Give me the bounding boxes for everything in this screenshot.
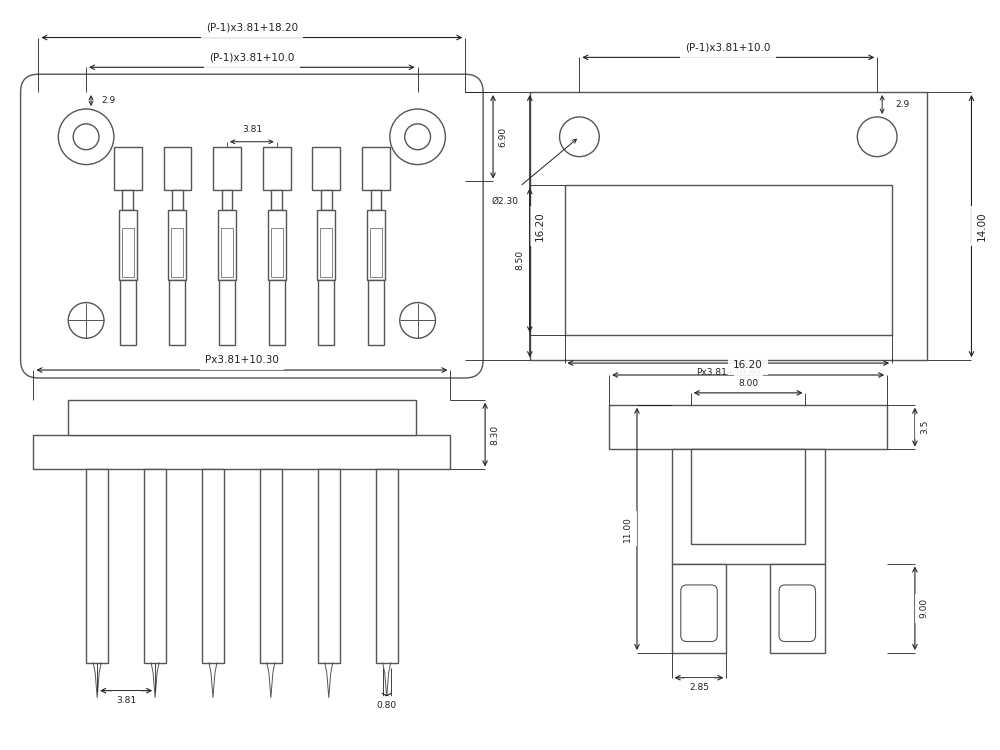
Bar <box>321 190 332 210</box>
Text: (P-1)x3.81+18.20: (P-1)x3.81+18.20 <box>206 22 298 32</box>
Text: Ø2.30: Ø2.30 <box>491 196 518 206</box>
Bar <box>672 449 825 563</box>
Text: 16.20: 16.20 <box>733 360 763 370</box>
Text: Px3.81+10.80: Px3.81+10.80 <box>696 368 760 377</box>
FancyBboxPatch shape <box>681 585 717 641</box>
Text: 8.00: 8.00 <box>738 379 758 388</box>
FancyBboxPatch shape <box>21 74 483 378</box>
Circle shape <box>405 124 431 150</box>
Bar <box>120 280 136 345</box>
Bar <box>33 434 450 470</box>
Text: 2.85: 2.85 <box>689 682 709 692</box>
Bar <box>119 210 137 280</box>
Circle shape <box>400 302 435 338</box>
Bar <box>171 228 183 277</box>
Bar <box>268 210 286 280</box>
Bar <box>609 405 887 449</box>
Text: 3.81: 3.81 <box>116 695 136 704</box>
Bar <box>221 228 233 277</box>
Bar <box>144 470 166 663</box>
Text: 11.00: 11.00 <box>623 516 632 542</box>
Bar <box>68 400 416 434</box>
Bar <box>164 147 191 190</box>
Bar <box>691 449 805 544</box>
Text: 2.9: 2.9 <box>101 96 115 105</box>
Text: 3.81: 3.81 <box>242 124 262 134</box>
Bar <box>86 470 108 663</box>
Bar <box>320 228 332 277</box>
Bar <box>318 280 334 345</box>
Bar <box>370 228 382 277</box>
Bar <box>530 92 927 360</box>
Text: 8.50: 8.50 <box>516 251 525 270</box>
Text: Px3.81+10.30: Px3.81+10.30 <box>205 355 279 365</box>
Text: 3.5: 3.5 <box>920 420 929 434</box>
Circle shape <box>73 124 99 150</box>
Bar <box>317 210 335 280</box>
Bar <box>169 280 185 345</box>
Bar <box>367 210 385 280</box>
Bar <box>260 470 282 663</box>
Bar <box>172 190 183 210</box>
Bar <box>672 563 726 653</box>
Bar <box>269 280 285 345</box>
Bar <box>219 280 235 345</box>
Text: 2.9: 2.9 <box>895 100 909 109</box>
Text: 9.00: 9.00 <box>920 598 929 618</box>
Bar <box>213 147 241 190</box>
Bar <box>114 147 142 190</box>
Bar <box>371 190 381 210</box>
Bar <box>362 147 390 190</box>
Circle shape <box>390 109 445 164</box>
Bar <box>312 147 340 190</box>
Bar <box>122 190 133 210</box>
FancyBboxPatch shape <box>779 585 816 641</box>
Bar <box>168 210 186 280</box>
Text: 14.00: 14.00 <box>976 211 986 241</box>
Text: 8.30: 8.30 <box>490 424 499 445</box>
Text: (P-1)x3.81+10.0: (P-1)x3.81+10.0 <box>209 53 295 62</box>
Bar <box>271 190 282 210</box>
Circle shape <box>857 117 897 157</box>
Bar <box>202 470 224 663</box>
Bar <box>368 280 384 345</box>
Bar <box>318 470 340 663</box>
Text: 0.80: 0.80 <box>377 700 397 709</box>
Bar <box>122 228 134 277</box>
Bar <box>770 563 825 653</box>
Text: 6.90: 6.90 <box>498 127 507 147</box>
Bar <box>271 228 283 277</box>
Circle shape <box>560 117 599 157</box>
Bar <box>263 147 291 190</box>
Circle shape <box>58 109 114 164</box>
Bar <box>222 190 232 210</box>
Bar <box>376 470 398 663</box>
Bar <box>565 185 892 335</box>
Text: (P-1)x3.81+10.0: (P-1)x3.81+10.0 <box>686 43 771 52</box>
Circle shape <box>68 302 104 338</box>
Text: 16.20: 16.20 <box>535 211 545 241</box>
Bar <box>218 210 236 280</box>
